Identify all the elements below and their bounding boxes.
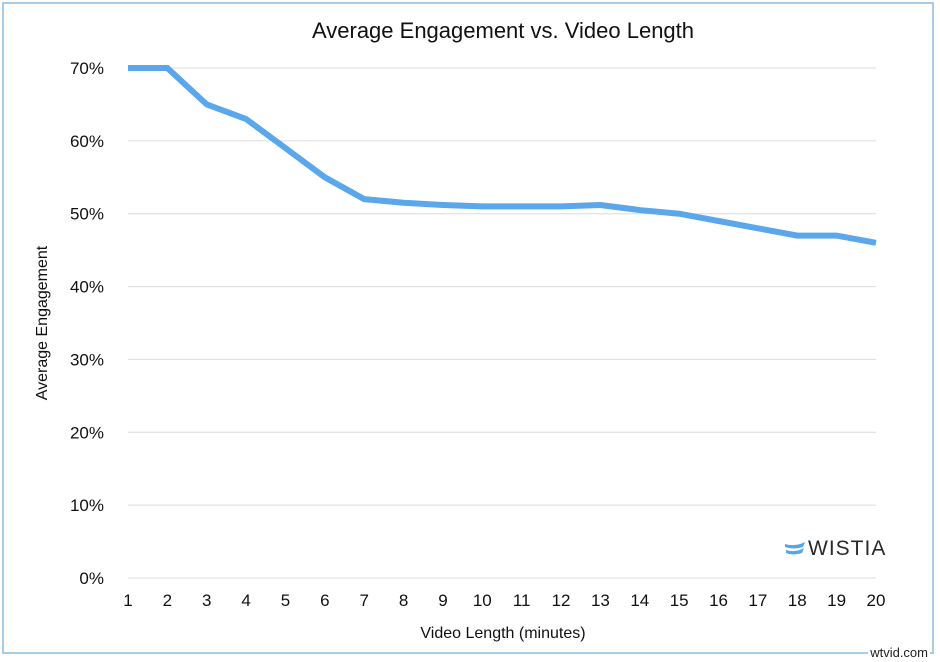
x-tick-label: 11 bbox=[513, 591, 531, 610]
wistia-logo-icon bbox=[785, 542, 805, 555]
x-tick-label: 4 bbox=[241, 591, 250, 610]
x-tick-label: 9 bbox=[438, 591, 447, 610]
y-tick-label: 0% bbox=[79, 569, 104, 588]
x-tick-label: 20 bbox=[867, 591, 886, 610]
chart-frame bbox=[2, 2, 934, 654]
x-tick-label: 1 bbox=[123, 591, 132, 610]
watermark: wtvid.com bbox=[868, 645, 930, 660]
y-tick-label: 40% bbox=[70, 278, 104, 297]
y-tick-label: 50% bbox=[70, 205, 104, 224]
y-tick-label: 60% bbox=[70, 132, 104, 151]
x-tick-label: 2 bbox=[163, 591, 172, 610]
x-tick-label: 15 bbox=[670, 591, 689, 610]
data-line bbox=[128, 65, 877, 246]
x-tick-label: 7 bbox=[359, 591, 368, 610]
x-tick-label: 6 bbox=[320, 591, 329, 610]
x-tick-label: 16 bbox=[709, 591, 728, 610]
x-tick-label: 17 bbox=[748, 591, 767, 610]
y-tick-label: 10% bbox=[70, 496, 104, 515]
wistia-logo-text: WISTIA bbox=[808, 537, 887, 560]
y-tick-label: 70% bbox=[70, 59, 104, 78]
x-tick-label: 14 bbox=[630, 591, 649, 610]
x-tick-label: 5 bbox=[281, 591, 290, 610]
y-tick-label: 30% bbox=[70, 350, 104, 369]
chart-title: Average Engagement vs. Video Length bbox=[312, 18, 694, 43]
y-tick-label: 20% bbox=[70, 423, 104, 442]
x-tick-label: 12 bbox=[552, 591, 571, 610]
wistia-logo: WISTIA bbox=[785, 537, 886, 561]
x-tick-label: 18 bbox=[788, 591, 807, 610]
y-axis-label: Average Engagement bbox=[34, 245, 51, 400]
x-tick-label: 19 bbox=[827, 591, 846, 610]
x-tick-label: 13 bbox=[591, 591, 610, 610]
x-tick-label: 8 bbox=[399, 591, 408, 610]
x-axis-label: Video Length (minutes) bbox=[420, 625, 585, 642]
x-tick-label: 10 bbox=[473, 591, 492, 610]
x-tick-label: 3 bbox=[202, 591, 211, 610]
